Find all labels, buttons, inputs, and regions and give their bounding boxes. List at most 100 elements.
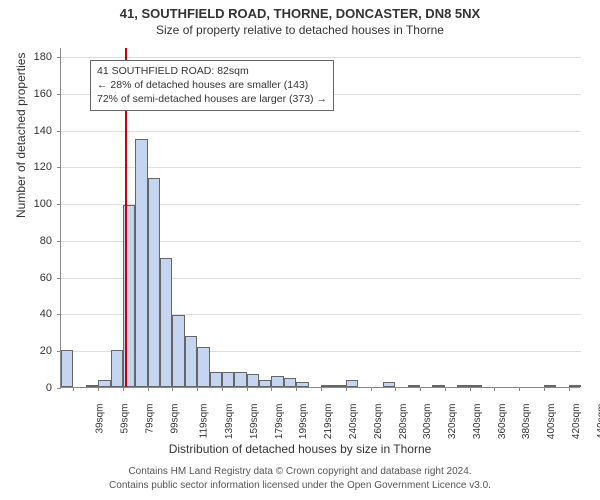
xtick-label: 260sqm <box>373 404 384 440</box>
gridline <box>61 131 581 132</box>
xtick-mark <box>123 387 124 391</box>
histogram-bar <box>135 139 147 387</box>
xtick-label: 179sqm <box>274 404 285 440</box>
histogram-bar <box>111 350 123 387</box>
xtick-label: 280sqm <box>398 404 409 440</box>
histogram-bar <box>247 374 259 387</box>
ytick-label: 100 <box>22 198 52 210</box>
xtick-mark <box>148 387 149 391</box>
ytick-mark <box>57 167 61 168</box>
xtick-label: 59sqm <box>120 404 131 434</box>
xtick-mark <box>247 387 248 391</box>
histogram-bar <box>185 336 197 387</box>
histogram-bar <box>222 372 234 387</box>
ytick-label: 120 <box>22 161 52 173</box>
histogram-bar <box>284 378 296 387</box>
ytick-label: 160 <box>22 88 52 100</box>
ytick-label: 180 <box>22 51 52 63</box>
histogram-bar <box>234 372 246 387</box>
histogram-bar <box>346 380 358 387</box>
ytick-mark <box>57 94 61 95</box>
xtick-label: 380sqm <box>521 404 532 440</box>
info-line-3: 72% of semi-detached houses are larger (… <box>97 92 327 106</box>
xtick-label: 240sqm <box>348 404 359 440</box>
xtick-mark <box>73 387 74 391</box>
ytick-label: 0 <box>22 382 52 394</box>
xtick-label: 420sqm <box>571 404 582 440</box>
ytick-label: 20 <box>22 345 52 357</box>
xtick-label: 360sqm <box>497 404 508 440</box>
info-box: 41 SOUTHFIELD ROAD: 82sqm ← 28% of detac… <box>90 60 334 111</box>
xtick-mark <box>197 387 198 391</box>
xtick-label: 39sqm <box>95 404 106 434</box>
xtick-label: 199sqm <box>299 404 310 440</box>
histogram-bar <box>86 385 98 387</box>
xtick-mark <box>371 387 372 391</box>
ytick-mark <box>57 204 61 205</box>
xtick-mark <box>420 387 421 391</box>
xtick-mark <box>395 387 396 391</box>
histogram-bar <box>172 315 184 387</box>
xtick-label: 119sqm <box>199 404 210 439</box>
page-subtitle: Size of property relative to detached ho… <box>0 21 600 37</box>
xtick-mark <box>544 387 545 391</box>
info-line-2: ← 28% of detached houses are smaller (14… <box>97 78 327 92</box>
xtick-mark <box>470 387 471 391</box>
histogram-bar <box>544 385 556 387</box>
xtick-mark <box>494 387 495 391</box>
footer-line-2: Contains public sector information licen… <box>0 480 600 491</box>
x-axis-title: Distribution of detached houses by size … <box>0 442 600 456</box>
histogram-bar <box>61 350 73 387</box>
info-line-1: 41 SOUTHFIELD ROAD: 82sqm <box>97 64 327 78</box>
xtick-mark <box>222 387 223 391</box>
ytick-label: 80 <box>22 235 52 247</box>
xtick-mark <box>346 387 347 391</box>
histogram-bar <box>259 380 271 387</box>
xtick-label: 219sqm <box>323 404 334 440</box>
xtick-label: 159sqm <box>249 404 260 440</box>
xtick-label: 139sqm <box>224 404 235 440</box>
xtick-mark <box>445 387 446 391</box>
ytick-mark <box>57 57 61 58</box>
xtick-label: 300sqm <box>422 404 433 440</box>
histogram-bar <box>432 385 444 387</box>
page-title: 41, SOUTHFIELD ROAD, THORNE, DONCASTER, … <box>0 0 600 21</box>
histogram-bar <box>197 347 209 387</box>
ytick-label: 40 <box>22 308 52 320</box>
ytick-label: 140 <box>22 125 52 137</box>
xtick-label: 340sqm <box>472 404 483 440</box>
ytick-mark <box>57 388 61 389</box>
histogram-bar <box>457 385 469 387</box>
histogram-bar <box>408 385 420 387</box>
xtick-label: 79sqm <box>144 404 155 434</box>
histogram-bar <box>160 258 172 387</box>
footer-line-1: Contains HM Land Registry data © Crown c… <box>0 466 600 477</box>
xtick-label: 400sqm <box>546 404 557 440</box>
xtick-mark <box>271 387 272 391</box>
histogram-bar <box>148 178 160 388</box>
xtick-mark <box>98 387 99 391</box>
histogram-bar <box>271 376 283 387</box>
ytick-mark <box>57 314 61 315</box>
xtick-mark <box>569 387 570 391</box>
histogram-bar <box>569 385 581 387</box>
histogram-bar <box>296 382 308 388</box>
xtick-mark <box>296 387 297 391</box>
histogram-bar <box>333 385 345 387</box>
ytick-mark <box>57 131 61 132</box>
xtick-label: 99sqm <box>169 404 180 434</box>
xtick-mark <box>321 387 322 391</box>
xtick-label: 320sqm <box>447 404 458 440</box>
xtick-mark <box>519 387 520 391</box>
histogram-bar <box>321 385 333 387</box>
histogram-bar <box>210 372 222 387</box>
ytick-mark <box>57 278 61 279</box>
gridline <box>61 57 581 58</box>
xtick-mark <box>172 387 173 391</box>
ytick-mark <box>57 241 61 242</box>
histogram-bar <box>383 382 395 388</box>
histogram-bar <box>470 385 482 387</box>
histogram-bar <box>98 380 110 387</box>
xtick-label: 440sqm <box>596 404 600 440</box>
chart-area: 41 SOUTHFIELD ROAD: 82sqm ← 28% of detac… <box>60 48 580 388</box>
